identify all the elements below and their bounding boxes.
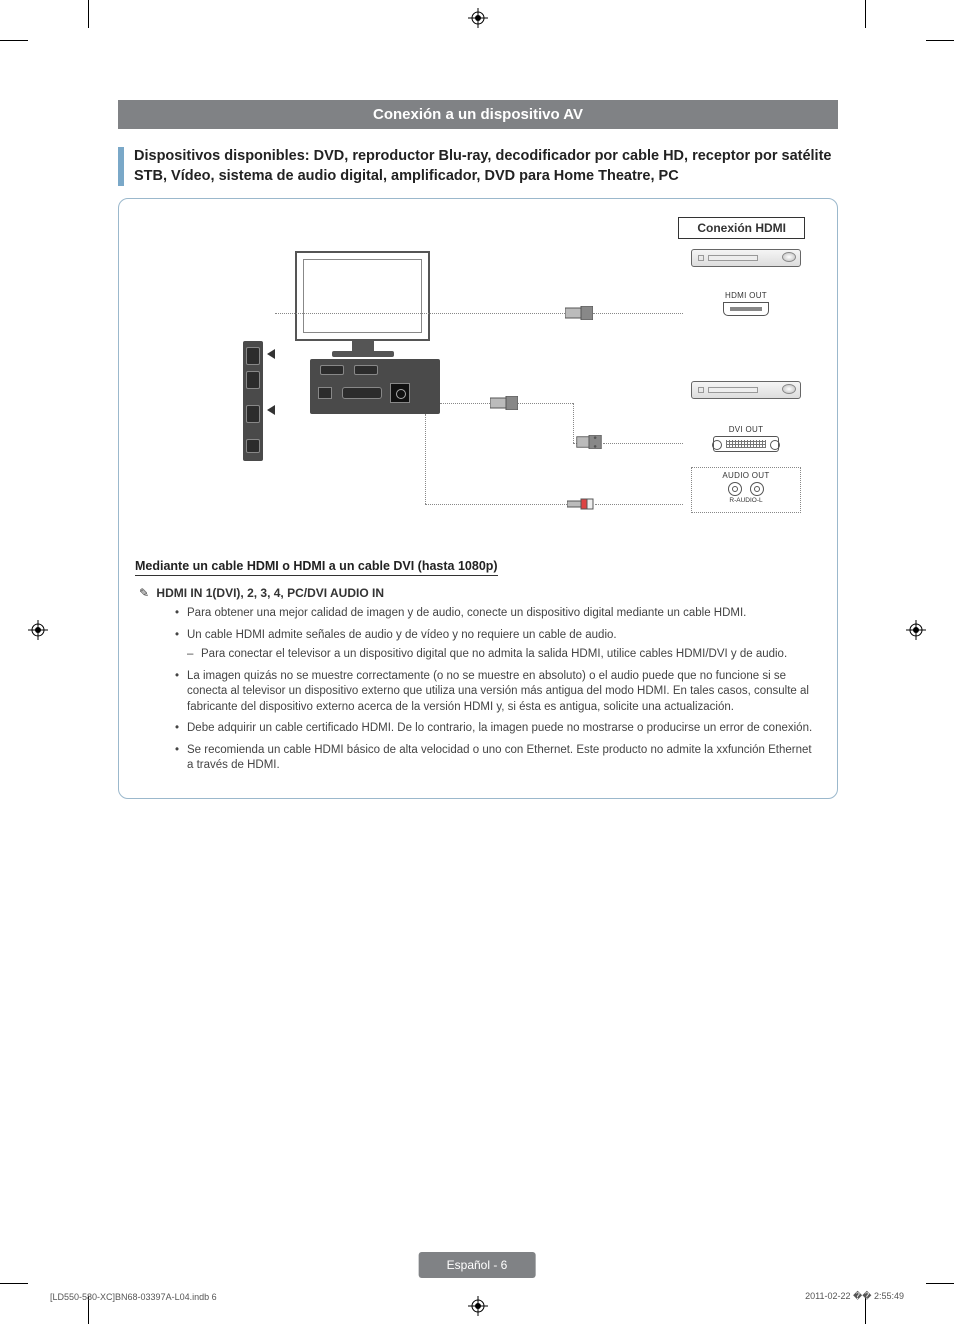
tv-stand: [352, 341, 374, 351]
content-box: Conexión HDMI: [118, 198, 838, 799]
connection-label: Conexión HDMI: [678, 217, 805, 239]
audio-plug-icon: [567, 497, 595, 511]
footer-timestamp: 2011-02-22 �� 2:55:49: [805, 1291, 904, 1302]
registration-mark-icon: [906, 620, 926, 640]
note-heading: ✎ HDMI IN 1(DVI), 2, 3, 4, PC/DVI AUDIO …: [139, 586, 821, 600]
list-item: Un cable HDMI admite señales de audio y …: [175, 628, 821, 663]
dvi-plug-icon: [575, 435, 603, 449]
dvi-device-icon: [691, 381, 801, 399]
arrow-icon: [267, 405, 275, 415]
tv-icon: [295, 251, 430, 341]
list-item: Debe adquirir un cable certificado HDMI.…: [175, 721, 821, 737]
registration-mark-icon: [468, 8, 488, 28]
footer-filename: [LD550-580-XC]BN68-03397A-L04.indb 6: [50, 1292, 217, 1302]
hdmi-plug-icon: [565, 306, 593, 320]
hdmi-out-port: HDMI OUT: [691, 291, 801, 316]
list-item: Para conectar el televisor a un disposit…: [187, 647, 821, 663]
dvi-out-port: DVI OUT: [691, 425, 801, 452]
page-footer-chip: Español - 6: [419, 1252, 536, 1278]
tv-side-ports: [243, 341, 263, 461]
bullet-list: Para obtener una mejor calidad de imagen…: [175, 606, 821, 774]
connection-diagram: Conexión HDMI: [135, 213, 821, 543]
tv-back-panel: [310, 359, 440, 414]
accent-bar: [118, 147, 124, 186]
registration-mark-icon: [468, 1296, 488, 1316]
subheading: Mediante un cable HDMI o HDMI a un cable…: [135, 559, 498, 576]
arrow-icon: [267, 349, 275, 359]
section-header: Conexión a un dispositivo AV: [118, 100, 838, 129]
pencil-icon: ✎: [139, 586, 149, 600]
hdmi-plug-icon: [490, 396, 518, 410]
list-item: Para obtener una mejor calidad de imagen…: [175, 606, 821, 622]
tv-stand-base: [332, 351, 394, 357]
audio-out-port: AUDIO OUT R-AUDIO-L: [691, 471, 801, 504]
list-item: Se recomienda un cable HDMI básico de al…: [175, 743, 821, 774]
bluray-device-icon: [691, 249, 801, 267]
registration-mark-icon: [28, 620, 48, 640]
list-item: La imagen quizás no se muestre correctam…: [175, 669, 821, 716]
section-subtitle: Dispositivos disponibles: DVD, reproduct…: [134, 147, 838, 186]
